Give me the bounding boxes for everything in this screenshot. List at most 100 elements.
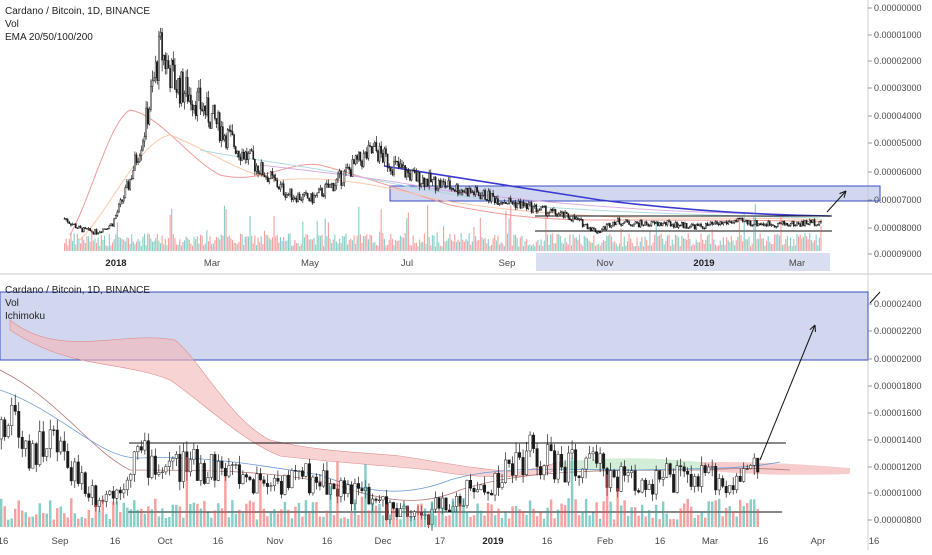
volume-bar <box>393 245 395 251</box>
volume-bar <box>157 516 161 527</box>
candle-body <box>222 126 224 140</box>
volume-bar <box>588 240 590 251</box>
candle-body <box>183 93 186 103</box>
candle-body <box>110 223 112 227</box>
volume-bar <box>308 239 310 251</box>
candle-body <box>577 475 581 478</box>
volume-bar <box>119 512 122 527</box>
volume-bar <box>559 235 561 251</box>
volume-bar <box>654 504 658 527</box>
candle-body <box>612 470 616 478</box>
candle-body <box>707 466 711 474</box>
candle-body <box>420 183 422 187</box>
volume-bar <box>374 241 376 251</box>
volume-bar <box>707 501 710 527</box>
candle-body <box>487 190 490 201</box>
volume-bar <box>646 239 648 251</box>
candle-body <box>278 186 280 190</box>
candle-body <box>509 198 512 203</box>
x-tick-label: 2018 <box>105 258 126 269</box>
volume-bar <box>3 506 6 527</box>
volume-bar <box>118 237 120 251</box>
candle-body <box>426 178 429 187</box>
volume-bar <box>372 242 374 251</box>
volume-bar <box>538 245 541 251</box>
bottom-legend-ichimoku[interactable]: Ichimoku <box>5 311 46 322</box>
candle-body <box>65 218 67 220</box>
volume-bar <box>147 506 150 527</box>
candle-body <box>472 488 476 493</box>
volume-bar <box>427 513 430 527</box>
volume-bar <box>131 234 133 251</box>
volume-bar <box>486 503 490 527</box>
volume-bar <box>231 240 234 251</box>
volume-bar <box>609 233 611 251</box>
candle-body <box>338 170 341 175</box>
volume-bar <box>665 513 668 527</box>
candle-body <box>647 224 650 227</box>
top-legend-symbol[interactable]: Cardano / Bitcoin, 1D, BINANCE <box>5 6 151 17</box>
volume-bar <box>171 208 173 251</box>
candle-body <box>369 144 371 147</box>
volume-bar <box>743 213 745 251</box>
candle-body <box>318 188 320 194</box>
candle-body <box>324 184 327 197</box>
candle-body <box>565 211 568 215</box>
candle-body <box>417 171 419 182</box>
candle-body <box>31 443 35 469</box>
candle-body <box>191 104 194 111</box>
candle-body <box>272 478 276 486</box>
candle-body <box>356 155 359 160</box>
volume-bar <box>245 503 248 527</box>
volume-bar <box>284 241 286 251</box>
bottom-legend-symbol[interactable]: Cardano / Bitcoin, 1D, BINANCE <box>5 285 151 296</box>
candle-body <box>517 200 520 204</box>
x-tick-label: 2019 <box>693 258 714 269</box>
candle-body <box>533 204 536 207</box>
candle-body <box>188 459 192 473</box>
candle-body <box>321 187 323 196</box>
volume-bar <box>280 509 283 527</box>
volume-bar <box>139 241 141 251</box>
candle-body <box>195 449 199 481</box>
volume-bar <box>211 244 213 251</box>
volume-bar <box>156 234 158 251</box>
candle-body <box>122 489 126 494</box>
volume-bar <box>672 518 675 527</box>
volume-bar <box>658 519 661 527</box>
candle-body <box>305 192 307 194</box>
volume-bar <box>182 242 184 251</box>
candle-body <box>457 184 459 195</box>
candle-body <box>585 223 587 226</box>
candle-body <box>178 78 181 104</box>
candle-body <box>660 222 662 226</box>
volume-bar <box>710 501 714 527</box>
candle-body <box>146 107 149 125</box>
volume-bar <box>403 237 405 251</box>
bottom-legend-vol[interactable]: Vol <box>5 298 19 309</box>
candle-body <box>676 222 678 228</box>
volume-bar <box>546 507 549 527</box>
candle-body <box>286 474 290 489</box>
candle-body <box>254 158 256 172</box>
candle-body <box>227 465 231 477</box>
candle-body <box>306 193 309 199</box>
volume-bar <box>339 518 343 527</box>
candle-body <box>255 165 258 172</box>
top-legend-vol[interactable]: Vol <box>5 19 19 30</box>
candle-body <box>586 223 589 230</box>
volume-bar <box>566 242 568 251</box>
volume-bar <box>650 245 653 251</box>
top-legend-ema[interactable]: EMA 20/50/100/200 <box>5 32 93 43</box>
candle-body <box>567 452 571 483</box>
candle-body <box>654 470 658 495</box>
candle-body <box>157 472 161 475</box>
volume-bar <box>103 235 106 251</box>
candle-body <box>290 470 294 489</box>
y-tick-label: 0.00003000 <box>874 83 922 93</box>
volume-bar <box>751 243 753 251</box>
candle-body <box>342 480 346 494</box>
candle-body <box>225 135 227 148</box>
